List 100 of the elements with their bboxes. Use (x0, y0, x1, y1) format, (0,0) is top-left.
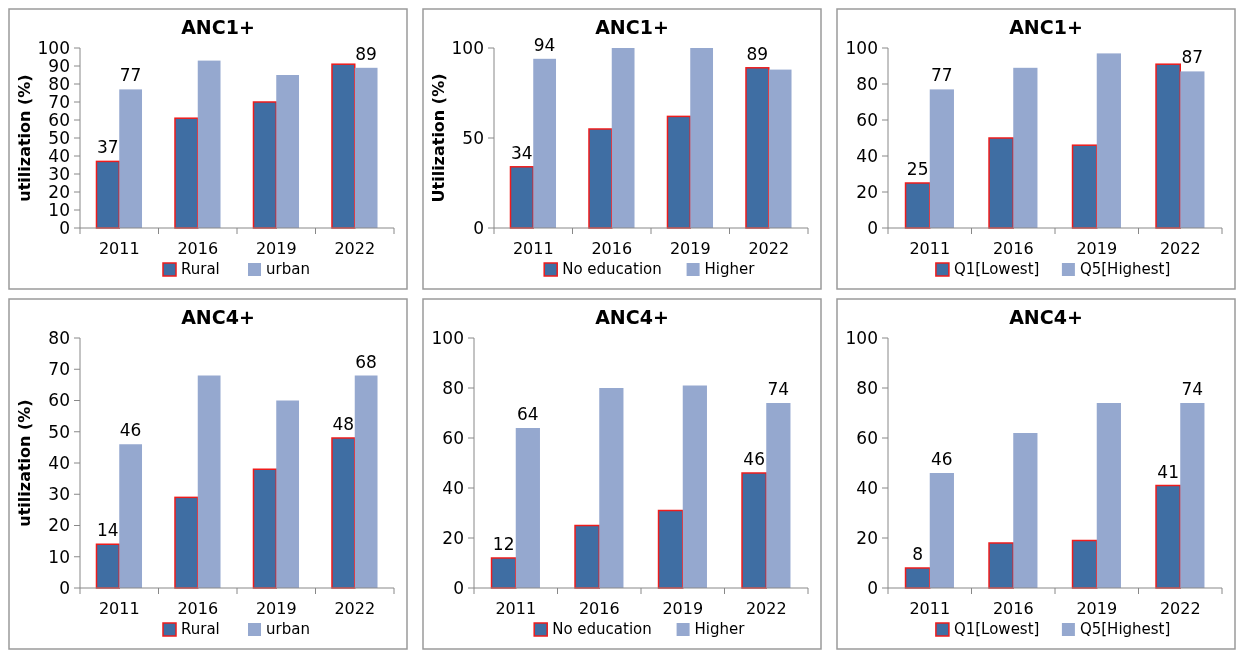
legend-label: Rural (181, 620, 220, 638)
x-tick-label: 2011 (98, 239, 140, 258)
bar (1013, 433, 1038, 588)
bar (904, 567, 931, 589)
bar (599, 388, 624, 588)
data-label: 87 (1181, 47, 1204, 68)
bar (768, 69, 792, 228)
bar (533, 58, 557, 228)
bar (1071, 539, 1098, 589)
x-tick-label: 2019 (255, 239, 297, 258)
data-label: 46 (931, 449, 953, 469)
y-tick-label: 40 (856, 145, 878, 166)
bar (331, 437, 356, 589)
y-tick-label: 80 (442, 377, 464, 398)
data-label: 41 (1157, 461, 1179, 482)
data-label: 46 (743, 449, 765, 469)
x-tick-label: 2019 (1076, 599, 1118, 618)
bar (588, 128, 613, 229)
legend-label: Q5[Highest] (1079, 260, 1171, 278)
y-tick-label: 90 (48, 55, 70, 76)
x-tick-label: 2016 (992, 599, 1034, 618)
bar (1071, 144, 1098, 229)
legend-label: Higher (704, 260, 756, 278)
bar (119, 89, 143, 228)
bar (354, 67, 378, 228)
chart-title: ANC1+ (181, 16, 255, 38)
y-tick-label: 10 (48, 546, 70, 567)
legend-label: Rural (181, 260, 220, 278)
y-tick-label: 60 (48, 109, 70, 130)
bar (682, 385, 707, 588)
data-label: 25 (906, 159, 929, 179)
data-label: 94 (533, 34, 556, 55)
chart-title: ANC4+ (595, 306, 669, 328)
x-tick-label: 2016 (177, 599, 219, 618)
y-tick-label: 0 (59, 217, 70, 238)
y-tick-label: 40 (442, 477, 464, 498)
data-label: 37 (97, 137, 119, 158)
x-tick-label: 2019 (255, 599, 297, 618)
data-label: 74 (1181, 379, 1204, 399)
x-tick-label: 2019 (662, 599, 704, 618)
data-label: 34 (511, 142, 533, 163)
bar (252, 468, 277, 589)
y-tick-label: 60 (856, 427, 878, 448)
data-label: 8 (912, 544, 924, 564)
y-tick-label: 60 (48, 390, 70, 411)
bar (1096, 403, 1121, 588)
y-tick-label: 100 (845, 37, 878, 58)
y-tick-label: 40 (48, 452, 70, 473)
bar (1013, 67, 1038, 228)
x-tick-label: 2011 (909, 599, 951, 618)
bar (929, 89, 954, 228)
x-tick-label: 2022 (1159, 239, 1201, 258)
x-tick-label: 2022 (1159, 599, 1201, 618)
bar (1155, 63, 1181, 229)
y-tick-label: 50 (462, 127, 484, 148)
bar (331, 63, 356, 229)
data-label: 77 (119, 65, 142, 86)
y-tick-label: 50 (48, 127, 70, 148)
y-tick-label: 20 (856, 527, 878, 548)
y-axis-title: Utilization (%) (429, 73, 448, 203)
y-tick-label: 10 (48, 199, 70, 220)
y-tick-label: 40 (856, 477, 878, 498)
x-tick-label: 2016 (578, 599, 620, 618)
bar (276, 400, 300, 588)
data-label: 64 (517, 404, 539, 424)
y-tick-label: 20 (442, 527, 464, 548)
bar (745, 67, 770, 229)
x-tick-label: 2019 (669, 239, 711, 258)
y-tick-label: 0 (453, 577, 464, 598)
legend-label: No education (552, 620, 652, 638)
x-tick-label: 2016 (992, 239, 1034, 258)
y-tick-label: 30 (48, 163, 70, 184)
bar (766, 403, 791, 588)
x-tick-label: 2016 (177, 239, 219, 258)
y-tick-label: 80 (48, 327, 70, 348)
y-tick-label: 0 (59, 577, 70, 598)
bar (1096, 53, 1121, 228)
bar (174, 117, 199, 229)
bar (276, 75, 300, 228)
x-tick-label: 2022 (334, 239, 376, 258)
chart-title: ANC1+ (1009, 16, 1083, 38)
data-label: 14 (97, 520, 119, 541)
bar (95, 160, 120, 229)
y-tick-label: 80 (856, 377, 878, 398)
y-tick-label: 100 (845, 327, 878, 348)
y-tick-label: 40 (48, 145, 70, 166)
bar (1155, 484, 1181, 589)
y-tick-label: 30 (48, 484, 70, 505)
bar (1180, 71, 1205, 228)
y-tick-label: 0 (867, 217, 878, 238)
bar (197, 375, 221, 588)
data-label: 12 (492, 534, 515, 554)
bar (1180, 403, 1205, 588)
legend-label: Q1[Lowest] (953, 260, 1040, 278)
x-tick-label: 2011 (98, 599, 140, 618)
chart-title: ANC4+ (181, 306, 255, 328)
legend-label: urban (266, 620, 310, 638)
x-tick-label: 2022 (748, 239, 790, 258)
data-label: 89 (355, 43, 377, 64)
legend-label: Higher (694, 620, 746, 638)
